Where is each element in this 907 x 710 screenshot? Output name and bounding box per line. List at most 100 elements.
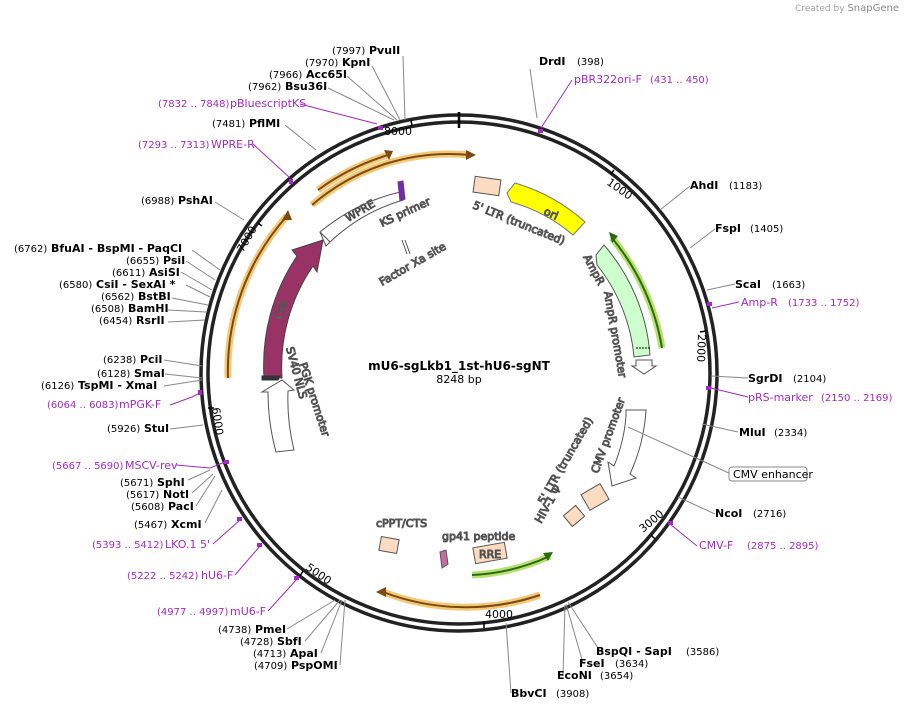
site-name: KpnI [342,56,370,69]
site-name: PsiI [163,254,185,267]
site-name: StuI [144,422,169,435]
site-pos: (4709) [254,661,287,672]
site-name: SmaI [134,367,165,380]
site-pos: (2334) [774,428,807,439]
site-name: FspI [715,222,741,235]
feature-hiv1-psi-label: HIV-1 Ψ [532,483,564,526]
site-name: CsiI - SexAI * [96,278,176,291]
site-name: AhdI [690,179,718,192]
snapgene-brand: SnapGene [847,3,899,14]
site-name: ScaI [735,278,761,291]
site-pos: (3634) [615,659,648,670]
site-pos: (4728) [240,637,273,648]
site-name: PacI [168,500,194,513]
site-pos: (5926) [107,424,140,435]
site-name: XcmI [171,518,202,531]
feature-cppt-label: cPPT/CTS [376,517,427,530]
site-pos: (2716) [753,509,786,520]
site-name: PflMI [249,117,280,130]
site-name: PciI [140,353,162,366]
tick-6000: 6000 [209,407,226,437]
primer-name: MSCV-rev [125,459,178,472]
primer-name: CMV-F [699,539,733,552]
primer-range: (431 .. 450) [650,75,709,86]
site-pos: (4713) [253,649,286,660]
site-pos: (5608) [131,502,164,513]
site-pos: (6988) [141,196,174,207]
site-name: PvuII [369,44,400,57]
primer-range: (7832 .. 7848) [158,99,230,110]
primer-range: (5667 .. 5690) [52,461,124,472]
primer-range: (6064 .. 6083) [47,400,119,411]
site-pos: (6562) [101,292,134,303]
primer-range: (5393 .. 5412) [92,540,164,551]
site-labels-right: DrdI (398) AhdI (1183) FspI (1405) ScaI … [511,55,826,700]
site-pos: (7970) [305,58,338,69]
site-name: Bsu36I [285,80,327,93]
site-pos: (6238) [103,355,136,366]
site-pos: (6611) [112,268,145,279]
site-name: ApaI [290,647,318,660]
feature-rre-label: RRE [479,548,501,561]
site-name: AsiSI [149,266,180,279]
site-pos: (6126) [41,381,74,392]
site-pos: (5671) [120,478,153,489]
feature-wpre-label: WPRE [343,197,377,224]
site-pos: (7997) [332,46,365,57]
primer-range: (4977 .. 4997) [157,607,229,618]
cmv-enhancer-label: CMV enhancer [733,468,813,481]
site-name: BspQI - SapI [596,645,672,658]
primer-range: (2150 .. 2169) [821,393,893,404]
plasmid-length: 8248 bp [436,373,481,386]
site-pos: (7481) [212,119,245,130]
primer-name: mPGK-F [119,398,161,411]
primer-labels: pBR322ori-F (431 .. 450) Amp-R (1733 .. … [47,73,893,618]
primer-range: (7293 .. 7313) [138,140,210,151]
primer-name: LKO.1 5' [165,538,210,551]
site-pos: (6762) [14,244,47,255]
site-pos: (5467) [134,520,167,531]
site-name: NotI [163,488,189,501]
site-pos: (6128) [97,369,130,380]
site-pos: (6454) [99,316,132,327]
feature-factor-xa-label: Factor Xa site [377,240,448,289]
site-pos: (1183) [729,181,762,192]
primer-name: pBluescriptKS [230,97,306,110]
site-name: SphI [157,476,185,489]
center-label: mU6-sgLkb1_1st-hU6-sgNT 8248 bp [368,359,550,386]
primer-name: Amp-R [741,296,778,309]
primer-range: (5222 .. 5242) [127,571,199,582]
tick-4000: 4000 [485,608,513,621]
cmv-enhancer-callout: CMV enhancer [627,426,813,482]
tick-2000: 2000 [694,334,708,362]
site-pos: (1663) [772,280,805,291]
site-leaders [163,55,749,694]
site-name: SbfI [277,635,302,648]
site-name: NcoI [715,507,742,520]
primer-name: pRS-marker [748,391,813,404]
site-name: EcoNI [557,669,592,682]
site-pos: (6655) [126,256,159,267]
primer-name: WPRE-R [211,138,255,151]
site-name: TspMI - XmaI [78,379,157,392]
site-pos: (6508) [91,304,124,315]
site-pos: (5617) [126,490,159,501]
primer-range: (2875 .. 2895) [747,541,819,552]
site-name: RsrII [136,314,165,327]
primer-range: (1733 .. 1752) [788,298,860,309]
site-name: PspOMI [291,659,338,672]
snapgene-credit: Created by SnapGene [795,3,899,14]
site-name: SgrDI [748,372,782,385]
feature-gp41-label: gp41 peptide [442,530,516,543]
site-pos: (1405) [750,224,783,235]
feature-ori-label: ori [542,205,560,223]
primer-name: pBR322ori-F [574,73,642,86]
tick-8000: 8000 [384,125,412,138]
primer-marks [198,126,712,580]
site-name: PmeI [255,623,286,636]
site-pos: (7962) [248,82,281,93]
primer-name: mU6-F [230,605,266,618]
site-name: BbvCI [511,687,547,700]
site-name: PshAI [178,194,213,207]
